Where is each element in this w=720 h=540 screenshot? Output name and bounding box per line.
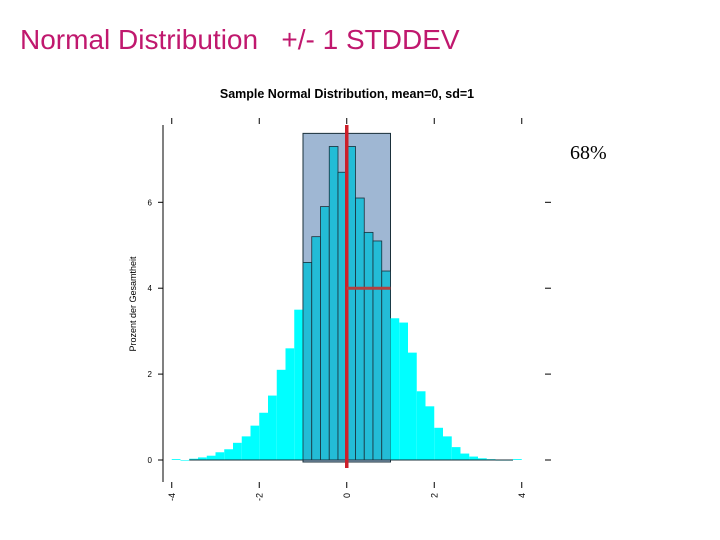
slide-title: Normal Distribution +/- 1 STDDEV <box>20 24 460 55</box>
histogram-bar-1 <box>180 460 190 461</box>
histogram-bar-31 <box>443 436 452 460</box>
histogram-bar-17 <box>320 206 330 461</box>
histogram-bar-6 <box>224 449 233 460</box>
y-tick-label-2: 4 <box>148 284 153 293</box>
histogram-bar-2 <box>189 458 198 460</box>
histogram-bar-3 <box>198 457 207 460</box>
histogram-bar-32 <box>451 447 461 460</box>
histogram-bar-0 <box>171 459 181 460</box>
histogram-bar-11 <box>268 395 277 460</box>
axes-layer: 0 2 4 6 -4 -2 0 2 4 <box>148 118 551 501</box>
histogram-bar-33 <box>460 453 470 460</box>
histogram-bar-35 <box>478 458 487 460</box>
histogram-bar-34 <box>469 456 478 460</box>
bars-layer <box>171 125 522 468</box>
histogram-bar-21 <box>355 197 365 461</box>
x-tick-label-0: -4 <box>167 493 177 501</box>
x-tick-label-2: 0 <box>342 493 352 498</box>
histogram-bar-9 <box>250 425 260 460</box>
histogram-bar-26 <box>399 322 408 460</box>
histogram-bar-22 <box>363 231 374 461</box>
y-tick-label-3: 6 <box>148 198 153 207</box>
histogram-bar-25 <box>390 318 400 460</box>
percent-annotation: 68% <box>570 142 607 164</box>
histogram-bar-15 <box>302 262 313 461</box>
histogram-bar-28 <box>416 391 426 460</box>
x-tick-label-3: 2 <box>429 493 439 498</box>
y-tick-label-1: 2 <box>148 370 153 379</box>
histogram-bar-7 <box>233 442 242 460</box>
y-axis-label: Prozent der Gesamtheit <box>128 256 138 352</box>
histogram-bar-39 <box>513 459 522 460</box>
y-tick-label-0: 0 <box>148 456 153 465</box>
histogram-bar-10 <box>259 412 268 460</box>
histogram-bar-18 <box>328 146 339 461</box>
histogram-bar-29 <box>425 406 435 460</box>
histogram-bar-8 <box>241 436 251 460</box>
histogram-bar-12 <box>276 369 286 460</box>
histogram-bar-27 <box>408 352 417 460</box>
histogram-bar-23 <box>372 240 383 461</box>
histogram-bar-24 <box>381 270 391 461</box>
histogram-bar-14 <box>294 309 303 460</box>
chart-title: Sample Normal Distribution, mean=0, sd=1 <box>220 87 474 101</box>
histogram-bar-4 <box>206 455 216 460</box>
x-tick-label-1: -2 <box>254 493 264 501</box>
histogram-bar-5 <box>215 452 225 460</box>
histogram-bar-30 <box>434 427 443 460</box>
histogram-bar-13 <box>285 348 295 460</box>
x-tick-label-4: 4 <box>517 493 527 498</box>
histogram-bar-16 <box>311 236 321 461</box>
